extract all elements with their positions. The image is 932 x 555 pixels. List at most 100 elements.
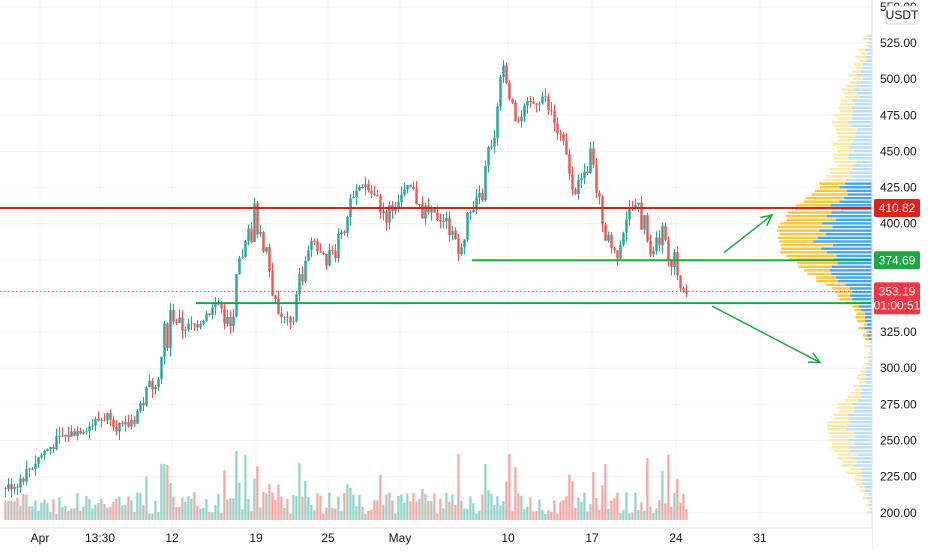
price-tick-label: 200.00 (880, 506, 917, 520)
profile-bar-down (826, 424, 848, 427)
volume-bar (568, 474, 571, 520)
candle-down (343, 231, 346, 234)
volume-bar (676, 479, 679, 520)
volume-bar (256, 466, 259, 520)
volume-bar (592, 471, 595, 520)
candle-up (43, 451, 46, 456)
candle-up (337, 233, 340, 259)
price-axis[interactable]: 550.00525.00500.00475.00450.00425.00400.… (871, 0, 932, 550)
candle-down (52, 446, 55, 450)
volume-bar (175, 507, 178, 520)
trend-arrows[interactable] (711, 213, 822, 364)
volume-bar (100, 498, 103, 520)
volume-bar (76, 493, 79, 520)
profile-bar-down (856, 312, 866, 315)
profile-bar-up (821, 247, 872, 250)
volume-bar (622, 509, 625, 520)
profile-bar-down (857, 373, 866, 377)
volume-bar (628, 513, 631, 520)
volume-bar (169, 482, 172, 520)
volume-bar (304, 480, 307, 520)
volume-bar (478, 510, 481, 520)
profile-bar-up (851, 106, 872, 109)
volume-bar (580, 502, 583, 520)
volume-bar (193, 492, 196, 520)
candle-down (367, 184, 370, 191)
profile-bar-down (824, 178, 846, 182)
profile-bar-down (869, 507, 871, 511)
volume-bar (619, 512, 622, 520)
profile-bar-up (859, 95, 872, 99)
profile-bar-up (861, 395, 872, 399)
profile-bar-down (840, 464, 854, 467)
volume-bar (379, 474, 382, 520)
volume-bar (424, 494, 427, 520)
volume-bar (319, 495, 322, 520)
profile-bar-down (863, 37, 869, 41)
profile-bar-down (846, 471, 862, 474)
volume-bar (649, 506, 652, 520)
volume-bar (157, 511, 160, 520)
candle-up (499, 77, 502, 107)
volume-bar (631, 512, 634, 520)
candle-down (412, 187, 415, 189)
volume-bar (661, 470, 664, 520)
profile-bar-down (798, 265, 832, 268)
volume-bar (253, 478, 256, 520)
candle-up (292, 321, 295, 323)
candle-up (400, 194, 403, 202)
volume-bar (352, 494, 355, 520)
profile-bar-up (865, 59, 872, 62)
volume-bar (361, 506, 364, 520)
volume-bar (598, 509, 601, 520)
candle-down (331, 250, 334, 252)
volume-bar (388, 492, 391, 520)
candle-up (13, 486, 16, 490)
profile-bar-down (826, 175, 852, 178)
horizontal-levels[interactable] (0, 207, 872, 305)
profile-bar-up (832, 225, 872, 229)
volume-bar (412, 492, 415, 520)
volume-bar (190, 498, 193, 520)
profile-bar-down (786, 254, 837, 258)
profile-bar-down (819, 182, 845, 185)
profile-bar-up (868, 45, 872, 48)
volume-bar (238, 482, 241, 520)
time-axis[interactable]: Apr 13:30 12 19 25 May 10 17 24 31 (0, 527, 872, 550)
candle-up (403, 189, 406, 195)
volume-bar (250, 511, 253, 520)
profile-bar-down (837, 106, 852, 109)
candle-up (106, 413, 109, 421)
profile-bar-up (862, 482, 872, 485)
profile-bar-down (859, 485, 865, 489)
profile-bar-up (831, 211, 872, 214)
volume-bar (166, 464, 169, 520)
volume-bar (643, 510, 646, 520)
volume-bar (178, 507, 181, 520)
profile-bar-up (854, 102, 872, 106)
profile-bar-down (843, 92, 858, 95)
profile-bar-up (851, 175, 872, 178)
profile-bar-down (847, 395, 862, 399)
time-axis-bg (0, 528, 872, 550)
profile-bar-up (851, 113, 872, 117)
volume-bar (142, 505, 145, 520)
currency-badge (885, 5, 919, 25)
volume-bar (52, 499, 55, 520)
time-tick-label: 19 (249, 531, 263, 545)
volume-bar (559, 501, 562, 520)
candle-up (625, 219, 628, 233)
profile-bar-up (864, 489, 872, 492)
profile-bar-up (853, 431, 872, 435)
volume-bar (457, 454, 460, 520)
candle-down (454, 230, 457, 239)
profile-bar-up (867, 334, 872, 337)
candle-down (385, 210, 388, 223)
volume-bar (673, 492, 676, 520)
volume-bar (22, 493, 25, 520)
profile-bar-up (854, 149, 872, 153)
candle-up (340, 231, 343, 234)
profile-bar-up (845, 283, 872, 287)
profile-bar-down (814, 189, 847, 193)
